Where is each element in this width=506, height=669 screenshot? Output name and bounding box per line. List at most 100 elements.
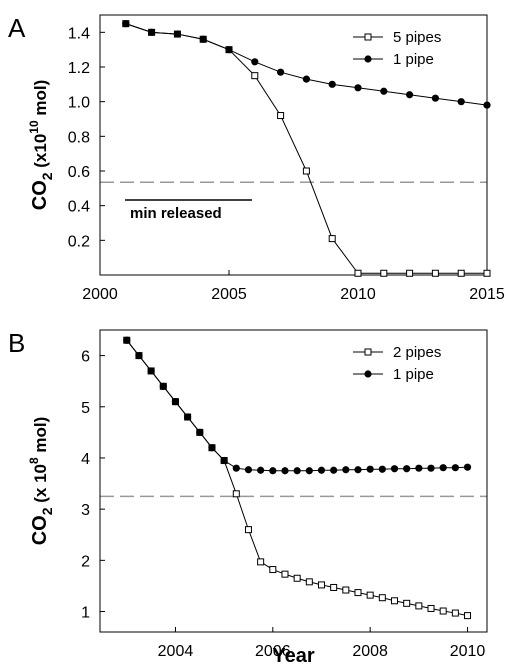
- data-point: [451, 464, 459, 472]
- data-point: [317, 466, 326, 474]
- data-point: [354, 84, 362, 92]
- data-point: [483, 101, 491, 109]
- data-point: [277, 68, 285, 76]
- y-tick-label: 0.4: [68, 199, 90, 216]
- y-tick-label: 0.2: [68, 233, 90, 250]
- data-point: [451, 609, 459, 617]
- y-label-tail: mol): [31, 417, 50, 458]
- data-point: [463, 463, 472, 471]
- data-point: [427, 604, 435, 612]
- data-point: [244, 526, 252, 534]
- data-point: [199, 35, 207, 43]
- data-point: [277, 112, 285, 120]
- data-point: [390, 465, 399, 473]
- x-tick-label: 2010: [340, 286, 376, 303]
- data-point: [122, 20, 130, 28]
- data-point: [269, 566, 277, 574]
- y-label-mid: (x10: [31, 134, 50, 173]
- data-point: [220, 456, 228, 465]
- data-point: [391, 597, 399, 605]
- data-point: [354, 269, 362, 277]
- data-point: [342, 586, 350, 594]
- legend-marker: [364, 55, 372, 63]
- data-point: [366, 465, 374, 473]
- panel-label: B: [8, 328, 25, 358]
- data-point: [415, 464, 423, 472]
- legend-label: 1 pipe: [393, 366, 434, 383]
- data-point: [148, 28, 156, 36]
- data-point: [317, 581, 325, 589]
- data-point: [293, 574, 301, 582]
- data-point: [135, 351, 143, 360]
- data-point: [380, 87, 388, 95]
- y-tick-label: 0.6: [68, 164, 90, 181]
- annotation: min released: [130, 205, 222, 222]
- y-axis-label: CO2 (x 108 mol): [27, 417, 55, 546]
- data-point: [173, 30, 181, 38]
- data-point: [354, 589, 362, 597]
- y-label-main: CO: [29, 515, 51, 545]
- data-point: [305, 467, 313, 475]
- y-tick-label: 6: [81, 349, 90, 366]
- data-point: [366, 591, 374, 599]
- data-point: [281, 467, 289, 475]
- data-point: [378, 465, 386, 473]
- data-point: [251, 72, 259, 80]
- data-point: [171, 398, 180, 406]
- data-point: [457, 98, 465, 106]
- y-label-tail: mol): [31, 80, 50, 121]
- y-label-sup: 10: [27, 120, 41, 134]
- data-point: [431, 269, 439, 277]
- data-point: [439, 607, 447, 615]
- x-tick-label: 2010: [450, 643, 486, 660]
- x-tick-label: 2008: [352, 643, 388, 660]
- y-tick-label: 3: [81, 502, 90, 519]
- data-point: [439, 464, 447, 472]
- x-tick-label: 2006: [255, 643, 291, 660]
- data-point: [427, 464, 435, 472]
- data-point: [225, 46, 233, 54]
- legend-marker: [364, 348, 372, 356]
- y-tick-label: 2: [81, 553, 90, 570]
- y-label-sub: 2: [39, 172, 55, 180]
- data-point: [257, 466, 265, 474]
- data-point: [302, 75, 310, 83]
- legend-label: 2 pipes: [393, 344, 441, 361]
- data-point: [302, 167, 310, 175]
- data-point: [281, 570, 289, 578]
- data-point: [328, 80, 336, 88]
- panel-label: A: [8, 13, 26, 43]
- legend-box: [347, 25, 479, 73]
- data-point: [330, 583, 338, 591]
- data-point: [403, 465, 411, 473]
- y-tick-label: 1.2: [68, 60, 90, 77]
- data-point: [483, 269, 491, 277]
- legend-label: 1 pipe: [393, 51, 434, 68]
- chart-panel: A 0.2 0.4 0.6 0.8 1.0 1.2 1.4 2000 2005 2010 2015 CO…: [8, 13, 505, 303]
- y-tick-label: 1.0: [68, 95, 90, 112]
- y-tick-label: 0.8: [68, 129, 90, 146]
- x-tick-label: 2004: [158, 643, 194, 660]
- data-point: [415, 602, 423, 610]
- x-tick-label: 2005: [211, 286, 247, 303]
- y-tick-label: 1.4: [68, 25, 90, 42]
- legend-marker: [364, 33, 372, 41]
- data-point: [208, 444, 216, 452]
- x-tick-label: 2000: [82, 286, 118, 303]
- plot-frame: [99, 329, 488, 633]
- data-point: [232, 490, 240, 498]
- data-point: [293, 467, 301, 475]
- data-point: [269, 467, 277, 475]
- data-point: [431, 94, 439, 102]
- data-point: [305, 578, 313, 586]
- y-label-sup: 8: [27, 457, 41, 464]
- data-point: [380, 269, 388, 277]
- data-point: [232, 464, 240, 472]
- y-label-mid: (x 10: [31, 464, 50, 507]
- data-point: [184, 413, 192, 421]
- data-point: [457, 269, 465, 277]
- y-axis-label: CO2 (x1010 mol): [27, 80, 55, 211]
- y-label-main: CO: [29, 180, 51, 210]
- data-point: [354, 466, 362, 474]
